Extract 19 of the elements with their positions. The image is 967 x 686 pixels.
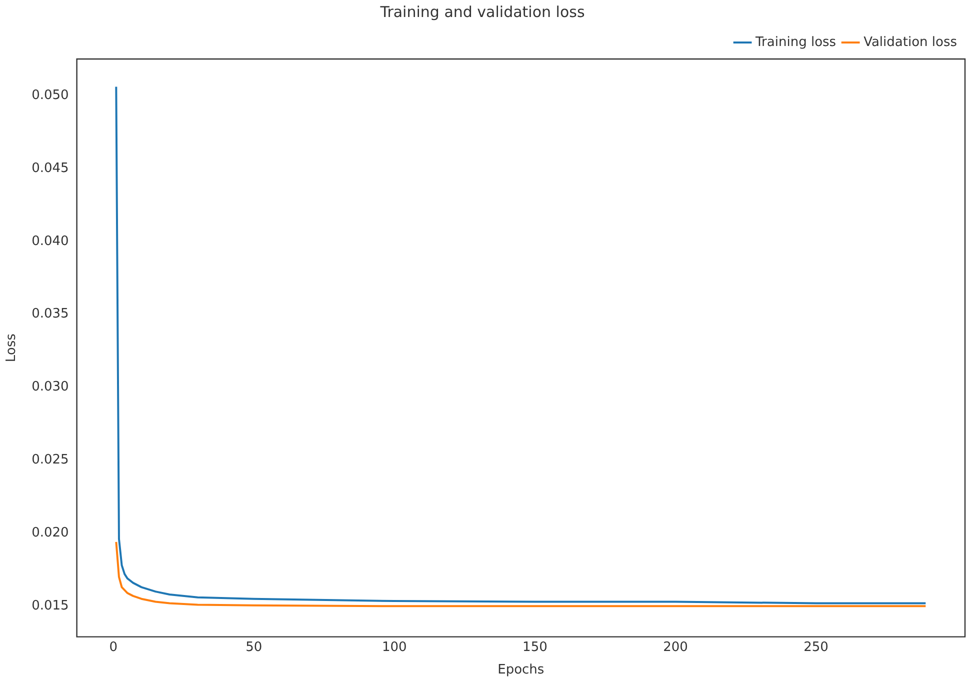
x-tick-label: 150 [522, 640, 548, 655]
legend-label: Validation loss [864, 34, 958, 50]
x-tick-label: 50 [246, 640, 262, 655]
y-tick-label: 0.015 [32, 598, 69, 614]
legend-label: Training loss [754, 34, 836, 50]
y-axis-title: Loss [4, 333, 20, 362]
y-tick-label: 0.040 [32, 234, 69, 249]
x-tick-label: 0 [109, 640, 118, 655]
x-tick-label: 200 [663, 640, 688, 655]
y-tick-label: 0.025 [32, 452, 69, 468]
y-tick-label: 0.035 [32, 306, 69, 322]
y-tick-label: 0.050 [32, 88, 69, 103]
x-axis-title: Epochs [498, 662, 544, 678]
y-tick-label: 0.030 [32, 380, 69, 395]
y-tick-label: 0.020 [32, 526, 69, 541]
x-tick-label: 250 [804, 640, 828, 655]
chart-title: Training and validation loss [379, 2, 585, 21]
y-tick-label: 0.045 [32, 160, 69, 176]
x-tick-label: 100 [382, 640, 407, 655]
